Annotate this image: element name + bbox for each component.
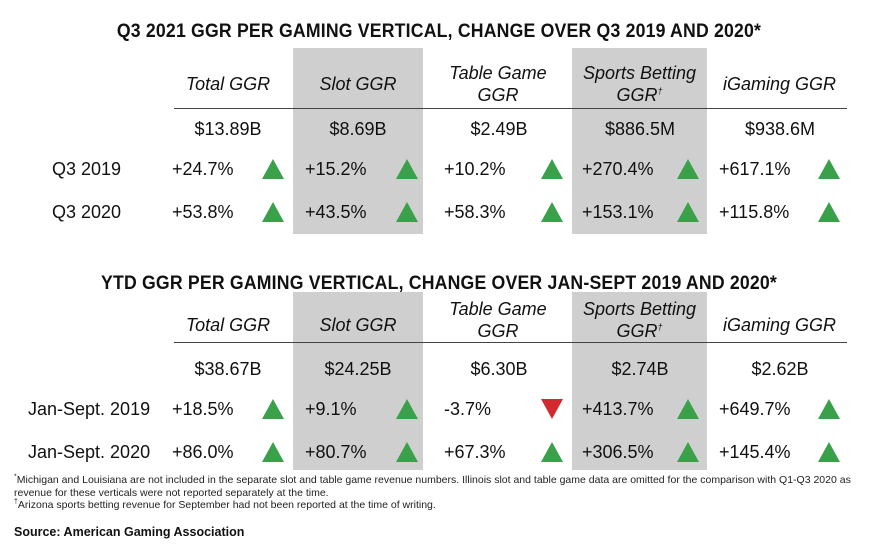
change-value: +58.3% [444, 202, 506, 222]
change-value: +67.3% [444, 442, 506, 462]
total-value: $2.74B [611, 359, 669, 379]
change-value: +43.5% [305, 202, 367, 222]
change-value: +18.5% [172, 399, 234, 419]
total-value: $13.89B [194, 119, 262, 139]
up-triangle-icon [396, 202, 418, 222]
footnote-1: *Michigan and Louisiana are not included… [14, 474, 874, 499]
change-value: +15.2% [305, 159, 367, 179]
col-header-sports: Sports Betting GGR† [572, 298, 707, 342]
change-value: +80.7% [305, 442, 367, 462]
footnote-2-text: Arizona sports betting revenue for Septe… [17, 499, 436, 511]
up-triangle-icon [677, 202, 699, 222]
row-label: Jan-Sept. 2020 [28, 442, 151, 462]
col-header-table-game-line2: GGR [477, 321, 519, 341]
total-value: $8.69B [329, 119, 387, 139]
up-triangle-icon [818, 159, 840, 179]
col-header-sports-line1: Sports Betting [582, 299, 697, 319]
change-value: +10.2% [444, 159, 506, 179]
col-header-sports-line2: GGR [616, 85, 658, 105]
col-header-sports-dagger: † [657, 86, 663, 96]
col-header-igaming-label: iGaming GGR [722, 315, 837, 335]
total-value: $6.30B [470, 359, 528, 379]
col-header-total: Total GGR [174, 73, 282, 95]
up-triangle-icon [396, 159, 418, 179]
col-header-table-game: Table Game GGR [433, 298, 563, 342]
up-triangle-icon [396, 442, 418, 462]
col-header-table-game-line2: GGR [477, 85, 519, 105]
q3-table-title: Q3 2021 GGR PER GAMING VERTICAL, CHANGE … [116, 21, 762, 42]
up-triangle-icon [677, 399, 699, 419]
up-triangle-icon [818, 442, 840, 462]
change-value: +53.8% [172, 202, 234, 222]
up-triangle-icon [818, 202, 840, 222]
footnote-2: †Arizona sports betting revenue for Sept… [14, 499, 874, 512]
total-value: $2.62B [751, 359, 809, 379]
up-triangle-icon [262, 159, 284, 179]
change-value: +306.5% [582, 442, 654, 462]
col-header-slot: Slot GGR [293, 73, 423, 95]
ytd-table-section: YTD GGR PER GAMING VERTICAL, CHANGE OVER… [0, 262, 878, 472]
footnote-1-mark: * [14, 473, 17, 481]
col-header-total-label: Total GGR [185, 315, 271, 335]
header-rule [174, 108, 847, 109]
slot-column-highlight [293, 292, 423, 470]
change-value: +86.0% [172, 442, 234, 462]
row-label: Q3 2019 [52, 159, 122, 179]
total-value: $38.67B [194, 359, 262, 379]
col-header-table-game-line1: Table Game [449, 63, 547, 83]
col-header-igaming: iGaming GGR [712, 314, 847, 336]
up-triangle-icon [262, 399, 284, 419]
col-header-sports: Sports Betting GGR† [572, 62, 707, 106]
row-label: Jan-Sept. 2019 [28, 399, 151, 419]
total-value: $886.5M [604, 119, 676, 139]
col-header-sports-line2: GGR [616, 321, 658, 341]
col-header-sports-line1: Sports Betting [582, 63, 697, 83]
total-value: $2.49B [470, 119, 528, 139]
change-value: +649.7% [719, 399, 791, 419]
change-value: +115.8% [719, 202, 790, 222]
col-header-slot-label: Slot GGR [319, 74, 397, 94]
change-value: -3.7% [444, 399, 492, 419]
footnotes: *Michigan and Louisiana are not included… [14, 474, 874, 512]
col-header-sports-dagger: † [657, 322, 663, 332]
up-triangle-icon [818, 399, 840, 419]
ytd-table-title: YTD GGR PER GAMING VERTICAL, CHANGE OVER… [101, 273, 777, 294]
source-note: Source: American Gaming Association [14, 525, 245, 539]
up-triangle-icon [396, 399, 418, 419]
change-value: +153.1% [582, 202, 654, 222]
col-header-total-label: Total GGR [185, 74, 271, 94]
sports-column-highlight [572, 292, 707, 470]
row-label: Q3 2020 [52, 202, 122, 222]
change-value: +9.1% [305, 399, 357, 419]
change-value: +617.1% [719, 159, 791, 179]
down-triangle-icon [541, 399, 563, 419]
change-value: +270.4% [582, 159, 654, 179]
total-value: $24.25B [324, 359, 392, 379]
change-value: +24.7% [172, 159, 234, 179]
up-triangle-icon [541, 202, 563, 222]
up-triangle-icon [541, 159, 563, 179]
col-header-slot-label: Slot GGR [319, 315, 397, 335]
up-triangle-icon [262, 202, 284, 222]
change-value: +145.4% [719, 442, 791, 462]
col-header-igaming-label: iGaming GGR [722, 74, 837, 94]
col-header-total: Total GGR [174, 314, 282, 336]
up-triangle-icon [541, 442, 563, 462]
col-header-igaming: iGaming GGR [712, 73, 847, 95]
col-header-table-game: Table Game GGR [433, 62, 563, 106]
header-rule [174, 342, 847, 343]
up-triangle-icon [677, 159, 699, 179]
footnote-1-text: Michigan and Louisiana are not included … [14, 474, 851, 499]
col-header-table-game-line1: Table Game [449, 299, 547, 319]
up-triangle-icon [677, 442, 699, 462]
col-header-slot: Slot GGR [293, 314, 423, 336]
total-value: $938.6M [744, 119, 816, 139]
change-value: +413.7% [582, 399, 654, 419]
up-triangle-icon [262, 442, 284, 462]
q3-table-section: Q3 2021 GGR PER GAMING VERTICAL, CHANGE … [0, 0, 878, 262]
footnote-2-mark: † [14, 498, 18, 506]
